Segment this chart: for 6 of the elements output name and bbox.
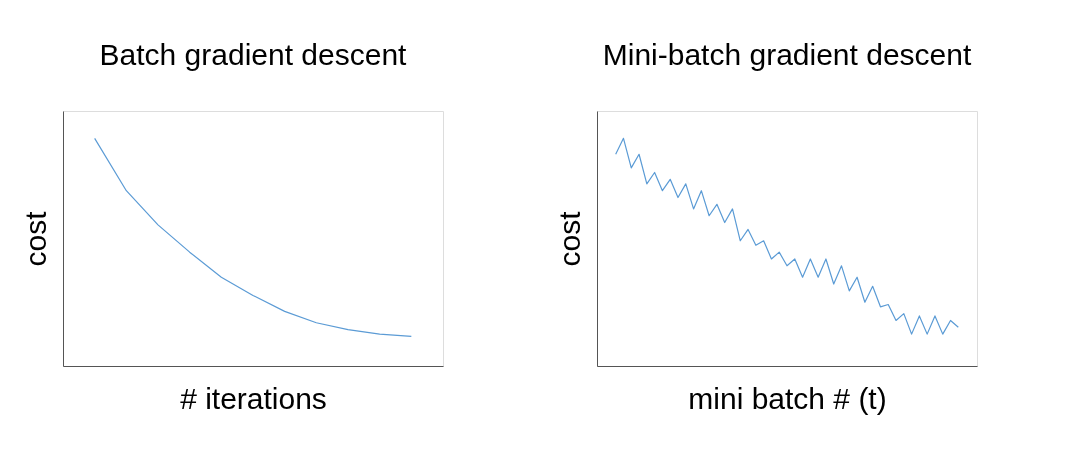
chart-title: Batch gradient descent <box>99 38 408 71</box>
chart-title: Mini-batch gradient descent <box>602 38 972 71</box>
y-axis-title: cost <box>18 210 52 267</box>
x-axis-title: mini batch # (t) <box>688 381 887 415</box>
x-axis-title: # iterations <box>180 381 327 415</box>
y-axis-title: cost <box>552 210 586 267</box>
